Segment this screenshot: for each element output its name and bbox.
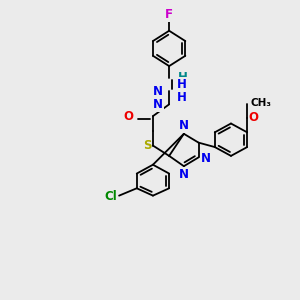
Text: N: N <box>153 98 163 111</box>
Text: N: N <box>179 168 189 181</box>
Text: Cl: Cl <box>104 190 117 203</box>
Text: H: H <box>178 71 188 84</box>
Text: S: S <box>143 139 152 152</box>
Text: F: F <box>165 8 173 21</box>
Text: N: N <box>179 119 189 132</box>
Text: O: O <box>124 110 134 123</box>
Text: CH₃: CH₃ <box>250 98 271 108</box>
Text: H: H <box>176 78 186 91</box>
Text: H: H <box>176 92 186 104</box>
Text: O: O <box>249 110 259 124</box>
Text: N: N <box>153 85 163 98</box>
Text: N: N <box>201 152 211 165</box>
